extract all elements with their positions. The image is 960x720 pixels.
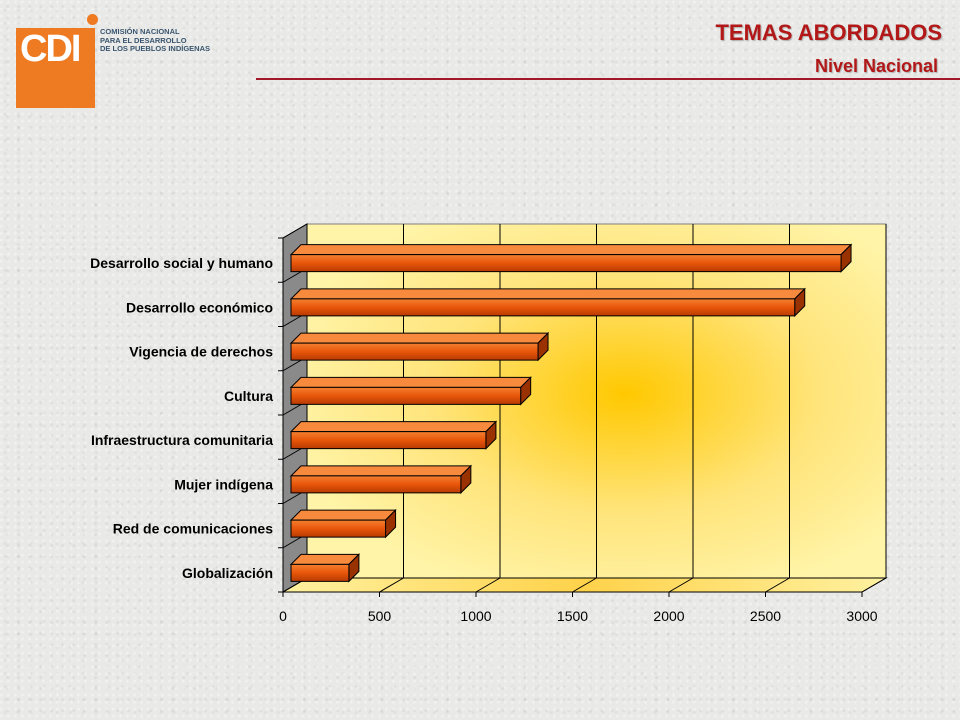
bar-front [290,298,796,317]
x-tick-label: 0 [279,608,287,624]
logo-org-line: COMISIÓN NACIONAL [100,27,180,36]
bar [289,243,853,273]
bar [289,287,806,318]
page-subtitle: Nivel Nacional [814,56,938,76]
bar [289,508,397,539]
logo-org-line: PARA EL DESARROLLO [100,35,187,45]
floor-gridline [379,577,404,593]
bar-front [290,342,539,361]
category-label: Globalización [182,565,273,581]
floor-gridline [765,577,790,593]
bar-top [289,332,550,344]
x-tick-label: 2500 [750,608,781,624]
bar-top [289,288,806,300]
title-rule [256,78,960,80]
bar-top [289,553,361,565]
bar [289,376,532,406]
cdi-logo: CDI COMISIÓN NACIONAL PARA EL DESARROLLO… [16,14,216,110]
floor-gridline [861,577,887,593]
chart-labels: Desarrollo social y humano Desarrollo eco… [90,255,878,624]
bar-front [290,386,522,405]
bar-top [289,465,473,477]
x-tick-label: 3000 [846,608,877,624]
category-label: Red de comunicaciones [113,521,273,537]
bar-front [290,563,350,582]
category-label: Desarrollo social y humano [90,255,273,271]
category-label: Vigencia de derechos [129,344,273,360]
x-tick-label: 500 [368,608,392,624]
logo-block [16,28,95,108]
bar-front [290,431,487,450]
page-title: TEMAS ABORDADOS [715,20,942,45]
x-tick-label: 1000 [460,608,491,624]
floor-gridline [668,577,694,593]
bar-top [289,509,397,521]
logo-org-line: DE LOS PUEBLOS INDÍGENAS [100,44,211,53]
x-tick-label: 1500 [557,608,588,624]
side-divider [282,223,308,239]
chart-frame [278,223,888,597]
category-label: Cultura [224,388,273,404]
logo-mark: CDI [20,28,81,70]
bar-top [289,376,532,388]
x-tick-label: 2000 [653,608,684,624]
bar [289,464,473,495]
floor-gridline [572,577,597,593]
chart-bars [289,243,853,583]
floor-gridline [475,577,501,593]
logo-dot [87,14,98,25]
category-label: Mujer indígena [174,476,273,492]
bar-front [290,519,387,538]
bar-front [290,475,462,494]
category-label: Desarrollo económico [126,299,273,315]
bar-top [289,421,498,433]
bar-top [289,244,853,256]
bar [289,420,498,450]
logo-org-name: COMISIÓN NACIONAL PARA EL DESARROLLO DE … [100,27,220,54]
bar [289,553,361,583]
bar [289,331,550,362]
bar-front [290,254,842,273]
category-label: Infraestructura comunitaria [91,432,273,448]
